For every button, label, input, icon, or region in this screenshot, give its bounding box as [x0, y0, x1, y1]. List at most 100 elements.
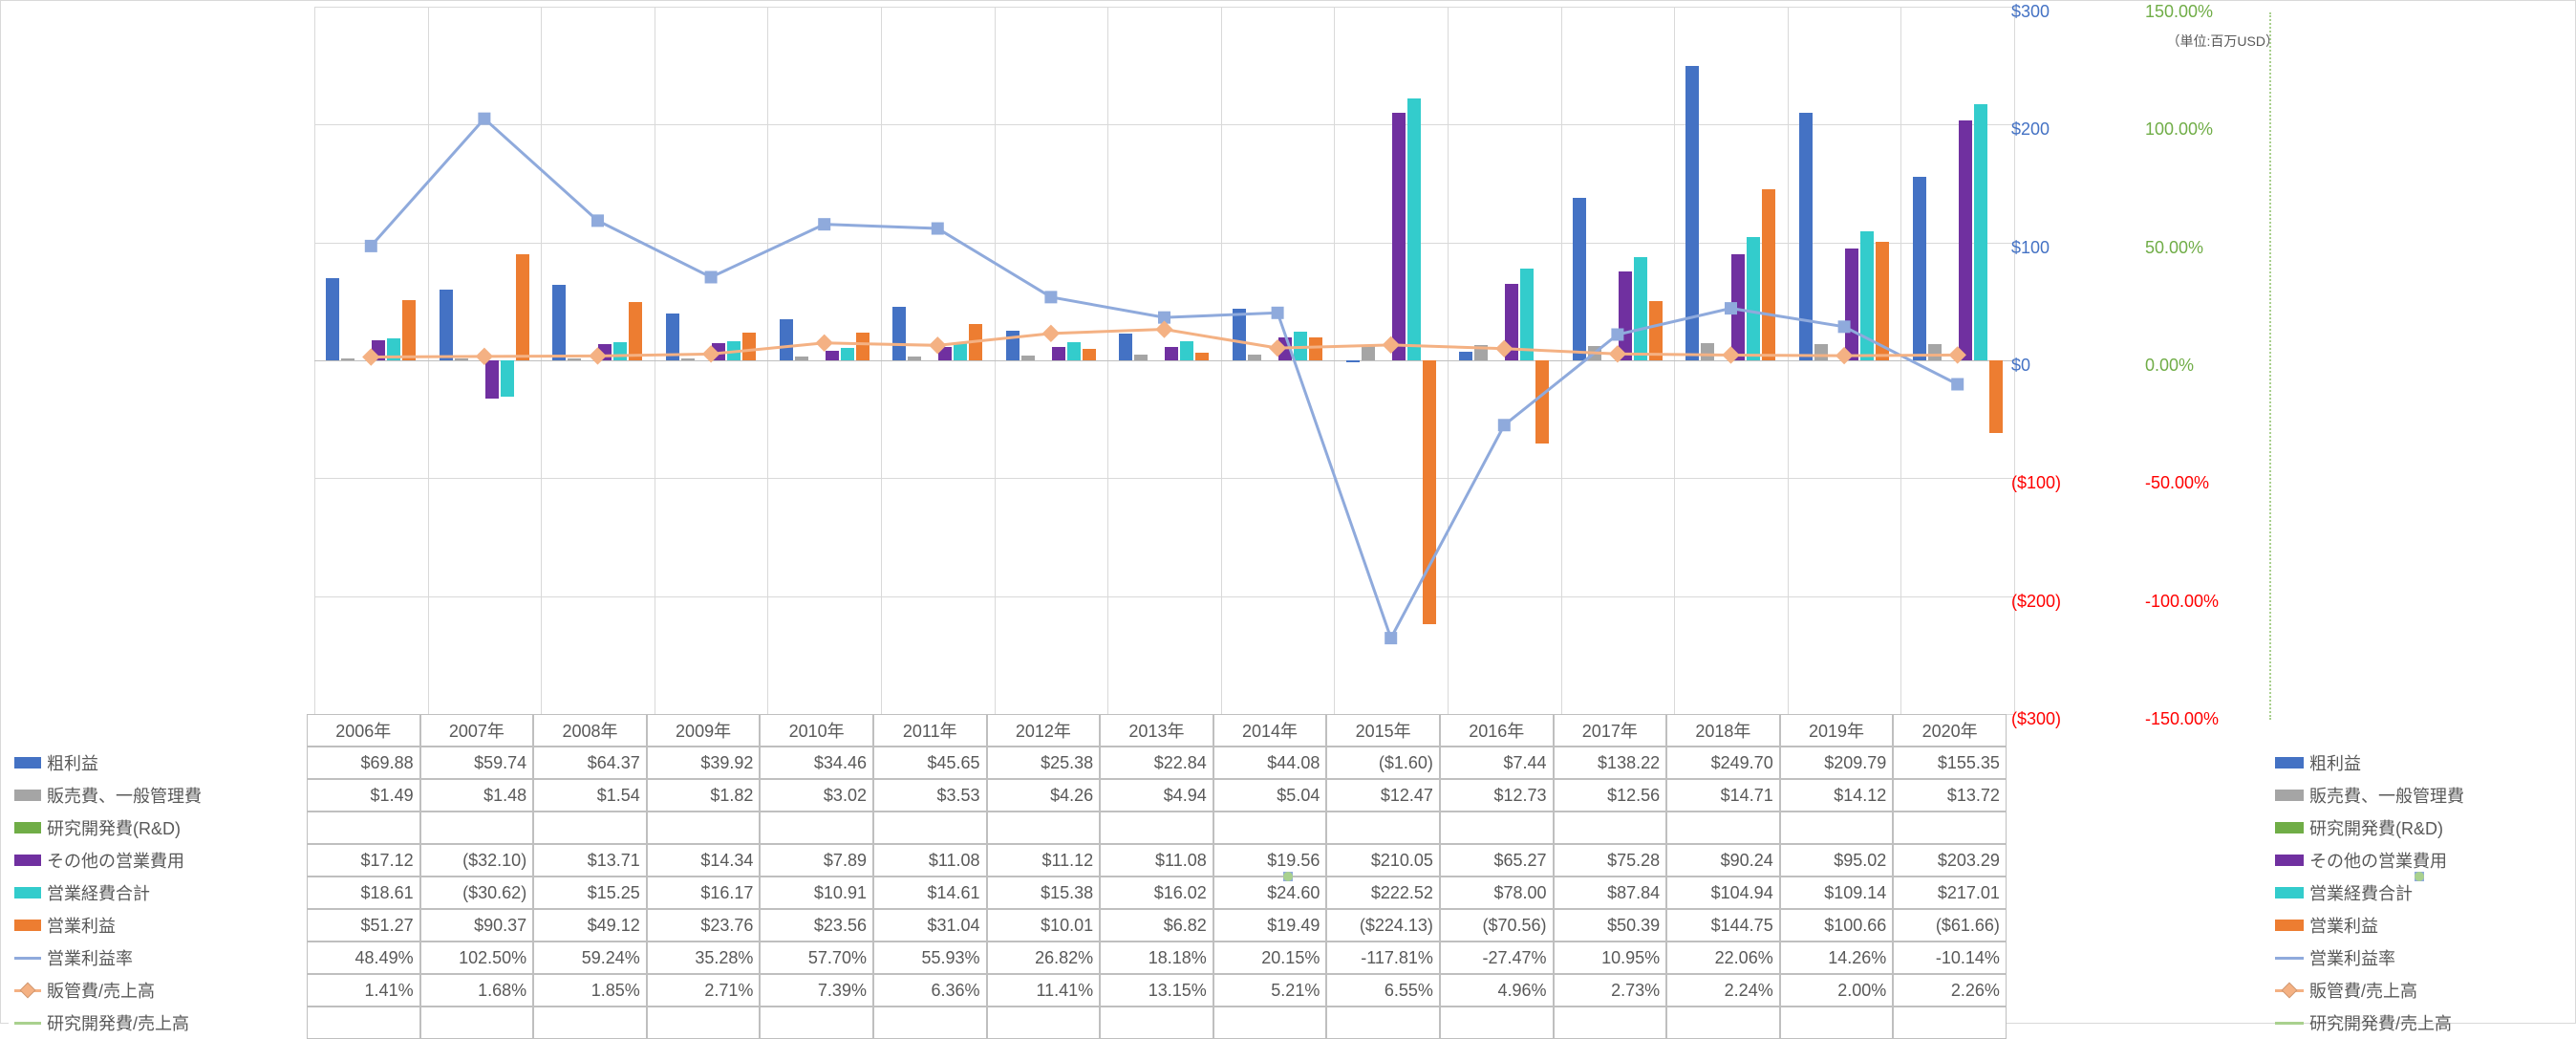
cell-sga: $1.54 [533, 779, 647, 812]
year-header: 2016年 [1440, 714, 1554, 747]
cell-op_income: $50.39 [1554, 909, 1667, 942]
year-header: 2007年 [420, 714, 534, 747]
data-table: 2006年2007年2008年2009年2010年2011年2012年2013年… [9, 714, 2567, 1039]
marker-op_margin [479, 113, 490, 124]
cell-op_margin: 48.49% [307, 942, 420, 974]
cell-other_op_exp: $11.12 [987, 844, 1101, 877]
cell-rd [1893, 812, 2007, 844]
year-header: 2008年 [533, 714, 647, 747]
cell-op_income: $10.01 [987, 909, 1101, 942]
line-op_margin [371, 119, 1957, 638]
cell-sga_rev: 1.85% [533, 974, 647, 1007]
cell-sga: $13.72 [1893, 779, 2007, 812]
cell-gross_profit: $138.22 [1554, 747, 1667, 779]
year-header: 2010年 [760, 714, 873, 747]
marker-sga_rev [703, 346, 719, 362]
cell-gross_profit: $69.88 [307, 747, 420, 779]
marker-sga_rev [1836, 348, 1853, 364]
marker-op_margin [1838, 321, 1850, 333]
cell-rd [760, 812, 873, 844]
cell-op_income: $100.66 [1780, 909, 1894, 942]
primary-tick: $300 [2011, 2, 2050, 22]
cell-op_income: $49.12 [533, 909, 647, 942]
cell-gross_profit: $7.44 [1440, 747, 1554, 779]
cell-op_exp_total: $15.25 [533, 877, 647, 909]
cell-rd [1326, 812, 1440, 844]
cell-op_margin: 35.28% [647, 942, 761, 974]
marker-op_margin [592, 215, 604, 227]
legend-rd_rev: 研究開発費/売上高 [2271, 1007, 2567, 1039]
cell-rd [873, 812, 987, 844]
cell-rd [1440, 812, 1554, 844]
secondary-tick: 50.00% [2145, 238, 2203, 258]
year-header: 2011年 [873, 714, 987, 747]
legend-op_margin: 営業利益率 [2271, 942, 2567, 974]
year-header: 2017年 [1554, 714, 1667, 747]
cell-rd_rev [533, 1007, 647, 1039]
primary-tick: $100 [2011, 238, 2050, 258]
cell-rd_rev [1780, 1007, 1894, 1039]
marker-sga_rev [590, 348, 606, 364]
primary-tick: ($200) [2011, 592, 2061, 612]
cell-sga_rev: 11.41% [987, 974, 1101, 1007]
cell-op_exp_total: $78.00 [1440, 877, 1554, 909]
cell-rd_rev [760, 1007, 873, 1039]
cell-op_exp_total: $14.61 [873, 877, 987, 909]
legend-op_income: 営業利益 [2271, 909, 2567, 942]
cell-other_op_exp: ($32.10) [420, 844, 534, 877]
cell-op_income: $23.76 [647, 909, 761, 942]
cell-other_op_exp: $95.02 [1780, 844, 1894, 877]
cell-rd_rev [873, 1007, 987, 1039]
cell-gross_profit: $249.70 [1666, 747, 1780, 779]
secondary-axis: -150.00%-100.00%-50.00%0.00%50.00%100.00… [2137, 12, 2271, 720]
cell-gross_profit: $22.84 [1100, 747, 1213, 779]
cell-gross_profit: $34.46 [760, 747, 873, 779]
cell-rd [1213, 812, 1327, 844]
cell-gross_profit: $209.79 [1780, 747, 1894, 779]
cell-other_op_exp: $210.05 [1326, 844, 1440, 877]
cell-sga_rev: 1.41% [307, 974, 420, 1007]
primary-tick: $0 [2011, 356, 2030, 376]
cell-rd_rev [1326, 1007, 1440, 1039]
year-header: 2020年 [1893, 714, 2007, 747]
cell-rd_rev [1893, 1007, 2007, 1039]
cell-sga: $5.04 [1213, 779, 1327, 812]
row-label-gross_profit: 粗利益 [9, 747, 307, 779]
unit-note: （単位:百万USD） [2167, 32, 2279, 51]
cell-rd [647, 812, 761, 844]
row-label-op_income: 営業利益 [9, 909, 307, 942]
cell-sga_rev: 7.39% [760, 974, 873, 1007]
year-header: 2012年 [987, 714, 1101, 747]
cell-rd_rev [1100, 1007, 1213, 1039]
row-label-rd: 研究開発費(R&D) [9, 812, 307, 844]
primary-axis: ($300)($200)($100)$0$100$200$300 [2004, 12, 2137, 720]
cell-rd_rev [1554, 1007, 1667, 1039]
cell-other_op_exp: $11.08 [873, 844, 987, 877]
cell-gross_profit: $44.08 [1213, 747, 1327, 779]
cell-op_income: ($61.66) [1893, 909, 2007, 942]
legend-sga: 販売費、一般管理費 [2271, 779, 2567, 812]
cell-other_op_exp: $90.24 [1666, 844, 1780, 877]
cell-op_margin: 18.18% [1100, 942, 1213, 974]
row-label-op_margin: 営業利益率 [9, 942, 307, 974]
cell-op_margin: -27.47% [1440, 942, 1554, 974]
marker-op_margin [705, 271, 717, 283]
cell-op_exp_total: $24.60 [1213, 877, 1327, 909]
table-corner [9, 714, 307, 747]
marker-op_margin [819, 219, 830, 230]
cell-op_income: $19.49 [1213, 909, 1327, 942]
legend-gross_profit: 粗利益 [2271, 747, 2567, 779]
cell-sga_rev: 4.96% [1440, 974, 1554, 1007]
cell-sga_rev: 2.00% [1780, 974, 1894, 1007]
marker-sga_rev [1042, 325, 1059, 341]
plot-area [314, 7, 2015, 714]
secondary-tick: 100.00% [2145, 119, 2213, 140]
cell-rd_rev [987, 1007, 1101, 1039]
cell-op_exp_total: $16.02 [1100, 877, 1213, 909]
cell-gross_profit: $25.38 [987, 747, 1101, 779]
cell-sga_rev: 2.73% [1554, 974, 1667, 1007]
cell-op_income: ($70.56) [1440, 909, 1554, 942]
cell-op_exp_total: $18.61 [307, 877, 420, 909]
marker-sga_rev [816, 335, 832, 351]
cell-op_income: $51.27 [307, 909, 420, 942]
